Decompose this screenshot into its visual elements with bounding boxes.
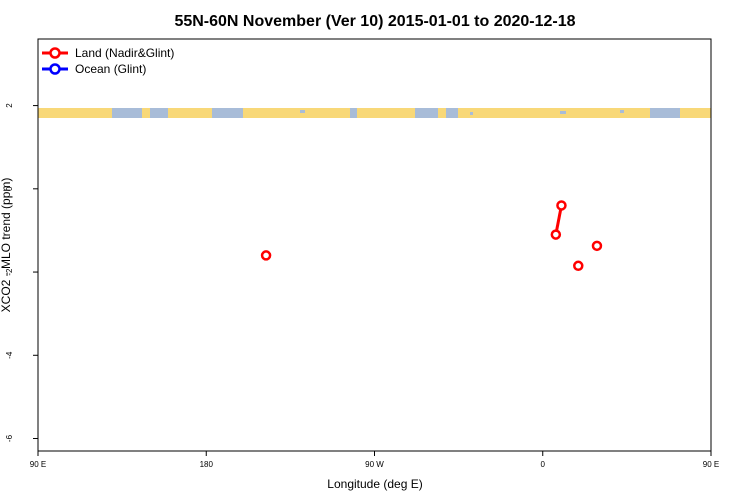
data-point — [550, 229, 562, 240]
x-tick-label: 90 W — [365, 460, 384, 469]
map-ocean-inlet — [300, 110, 305, 113]
map-land-patch — [458, 108, 650, 118]
x-axis: 90 E 180 90 W 0 90 E — [30, 451, 719, 469]
x-tick-label: 90 E — [30, 460, 46, 469]
map-ocean-inlet — [470, 112, 473, 115]
y-tick-label: -6 — [5, 434, 14, 442]
chart-title: 55N-60N November (Ver 10) 2015-01-01 to … — [174, 13, 575, 30]
map-land-patch — [38, 108, 112, 118]
map-land-patch — [357, 108, 415, 118]
map-strip — [38, 108, 711, 118]
map-land-patch — [168, 108, 212, 118]
map-ocean-inlet — [120, 111, 124, 114]
x-tick-label: 180 — [200, 460, 214, 469]
data-point — [591, 240, 603, 252]
map-land-patch — [243, 108, 350, 118]
legend-label-ocean: Ocean (Glint) — [75, 62, 146, 76]
map-land-patch — [142, 108, 150, 118]
x-tick-label: 0 — [541, 460, 546, 469]
legend-marker-ocean — [49, 63, 61, 75]
map-ocean-inlet — [620, 110, 624, 113]
y-tick-label: -4 — [5, 351, 14, 359]
series-layer — [260, 200, 603, 272]
legend-item-land: Land (Nadir&Glint) — [42, 46, 174, 60]
x-axis-label: Longitude (deg E) — [327, 477, 422, 491]
y-tick-label: 2 — [5, 103, 14, 108]
data-point — [260, 250, 272, 261]
legend-item-ocean: Ocean (Glint) — [42, 62, 146, 76]
legend-marker-land — [49, 47, 61, 59]
map-land-patch — [438, 108, 446, 118]
data-point — [573, 260, 584, 272]
y-axis: 2 0 -2 -4 -6 — [5, 103, 38, 442]
legend-label-land: Land (Nadir&Glint) — [75, 46, 174, 60]
x-tick-label: 90 E — [703, 460, 719, 469]
data-point — [556, 200, 567, 211]
legend: Land (Nadir&Glint) Ocean (Glint) — [42, 46, 174, 76]
y-tick-label: 0 — [5, 186, 14, 191]
y-axis-label: XCO2 - MLO trend (ppm) — [0, 178, 13, 313]
series-land — [260, 200, 603, 272]
map-land-patch — [680, 108, 711, 118]
y-tick-label: -2 — [5, 268, 14, 276]
plot-frame — [37, 38, 712, 452]
map-ocean-inlet — [560, 111, 566, 114]
